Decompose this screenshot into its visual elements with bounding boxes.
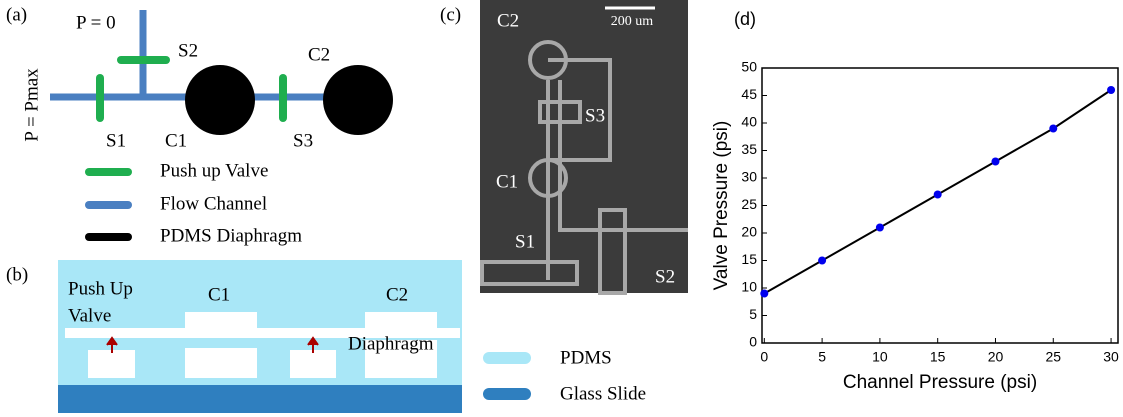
legend-label: Glass Slide [560,383,646,404]
label: S3 [585,105,605,126]
legend-swatch [483,388,531,400]
x-tick-label: 20 [988,349,1004,365]
panel-label: (a) [6,4,27,25]
x-tick-label: 15 [930,349,946,365]
y-tick-label: 30 [741,169,757,185]
x-axis-label: Channel Pressure (psi) [843,372,1037,393]
y-tick-label: 40 [741,114,757,130]
chamber [88,350,135,378]
point [876,224,884,232]
legend-label: PDMS Diaphragm [160,225,302,246]
panel-c: (c) 200 um C2 S3 C1 S1 S2 PDMS Glass Sli… [440,0,688,404]
chamber [290,350,336,378]
label: 200 um [611,14,654,29]
label: Valve [68,305,111,326]
panel-b: (b) Push Up Valve C1 C2 Diaphragm [6,260,462,413]
x-tick-label: 0 [760,349,768,365]
point [991,158,999,166]
panel-label: (d) [734,9,756,29]
point [760,290,768,298]
y-tick-label: 50 [741,59,757,75]
point [1107,86,1115,94]
x-tick-label: 30 [1103,349,1119,365]
point [934,191,942,199]
y-tick-label: 45 [741,86,757,102]
x-tick-label: 25 [1045,349,1061,365]
point [818,257,826,265]
label: Diaphragm [348,333,434,354]
x-tick-label: 5 [818,349,826,365]
channel [185,312,257,330]
x-tick-label: 10 [872,349,888,365]
label: C2 [308,44,330,65]
label: P = Pmax [21,68,42,142]
label: C2 [386,284,408,305]
panel-label: (c) [440,4,461,25]
label: P = 0 [76,12,116,33]
label: C2 [497,10,519,31]
y-axis-label: Valve Pressure (psi) [711,121,732,291]
point [1049,125,1057,133]
legend-swatch [483,352,531,364]
label: Push Up [68,278,133,299]
plot-frame [762,68,1118,343]
y-tick-label: 15 [741,251,757,267]
label: C1 [165,130,187,151]
label: S1 [106,130,126,151]
label: S2 [655,266,675,287]
legend-label: Flow Channel [160,193,267,214]
y-tick-label: 5 [749,306,757,322]
chamber [185,348,257,378]
panel-a: (a) P = 0 S2 C2 S1 C1 S3 P = Pmax Push u… [6,4,393,246]
legend-label: Push up Valve [160,160,268,181]
figure: (a) P = 0 S2 C2 S1 C1 S3 P = Pmax Push u… [0,0,1123,417]
label: S1 [515,231,535,252]
panel-d: (d) 0 5 10 15 20 25 30 0 5 10 15 20 25 30 35 40 45 50 Chan… [711,9,1119,393]
glass [58,385,462,413]
y-tick-label: 20 [741,224,757,240]
label: C1 [496,171,518,192]
diaphragm [185,65,255,135]
label: S2 [178,40,198,61]
label: S3 [293,130,313,151]
y-tick-label: 35 [741,141,757,157]
y-tick-label: 10 [741,279,757,295]
y-tick-label: 0 [749,334,757,350]
panel-label: (b) [6,264,28,285]
micrograph [480,0,688,293]
channel [365,312,437,330]
diaphragm [323,65,393,135]
y-tick-label: 25 [741,196,757,212]
legend-label: PDMS [560,347,612,368]
label: C1 [208,284,230,305]
